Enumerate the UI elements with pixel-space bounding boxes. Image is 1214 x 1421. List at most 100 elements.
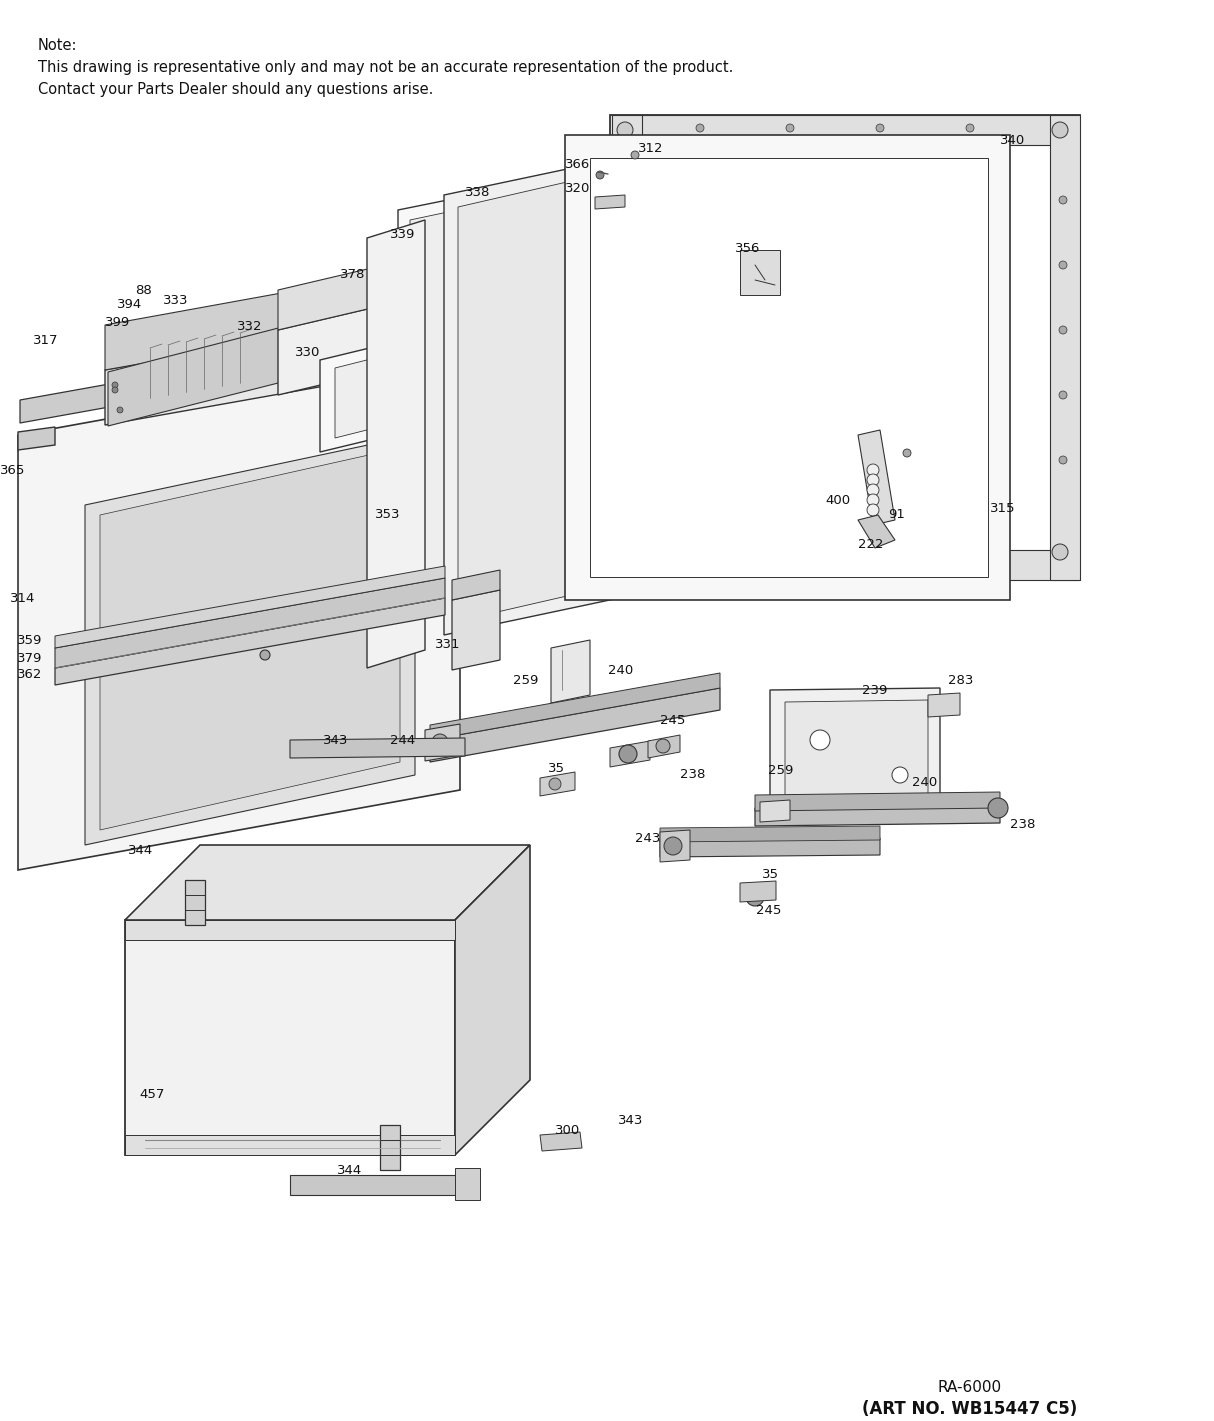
Circle shape [867,475,879,486]
Polygon shape [278,244,640,395]
Circle shape [867,504,879,516]
Circle shape [696,558,704,567]
Polygon shape [104,227,640,369]
Text: 320: 320 [565,182,590,195]
Circle shape [656,739,670,753]
Text: 343: 343 [323,733,348,746]
Polygon shape [100,448,399,830]
Bar [612,115,642,580]
Circle shape [617,544,632,560]
Circle shape [966,124,974,132]
Polygon shape [785,701,927,800]
Bar [350,330,390,352]
Circle shape [867,485,879,496]
Circle shape [1053,544,1068,560]
Circle shape [626,391,634,399]
Circle shape [745,888,764,907]
Text: 343: 343 [618,1114,643,1127]
Bar [305,355,375,372]
Text: 362: 362 [17,668,42,682]
Text: 283: 283 [948,674,974,686]
Polygon shape [290,1175,465,1195]
Text: 245: 245 [660,713,686,726]
Circle shape [785,124,794,132]
Polygon shape [55,578,446,668]
Polygon shape [565,135,1010,600]
Circle shape [617,122,632,138]
Polygon shape [648,735,680,757]
Circle shape [785,558,794,567]
Circle shape [626,325,634,334]
Circle shape [877,124,884,132]
Text: 344: 344 [337,1164,362,1177]
Polygon shape [85,435,415,845]
Text: 222: 222 [858,539,884,551]
Circle shape [966,558,974,567]
Polygon shape [452,570,500,600]
Text: 35: 35 [762,868,779,881]
Polygon shape [380,1125,399,1169]
Text: 457: 457 [140,1088,165,1101]
Polygon shape [660,826,880,843]
Polygon shape [410,161,693,608]
Text: 353: 353 [374,509,399,522]
Text: 314: 314 [10,591,35,604]
Text: RA-6000: RA-6000 [938,1380,1002,1395]
Circle shape [631,151,639,159]
Text: 359: 359 [17,634,42,647]
Polygon shape [18,426,55,450]
Text: 333: 333 [163,294,188,307]
Circle shape [1059,391,1067,399]
Text: 332: 332 [237,320,262,333]
Polygon shape [455,1168,480,1199]
Text: This drawing is representative only and may not be an accurate representation of: This drawing is representative only and … [38,60,733,75]
Text: 238: 238 [680,769,705,782]
Text: 259: 259 [768,763,794,776]
Circle shape [1059,261,1067,269]
Circle shape [1059,456,1067,465]
Polygon shape [430,674,720,740]
Circle shape [903,449,910,458]
Circle shape [112,387,118,394]
Polygon shape [55,566,446,648]
Polygon shape [595,195,625,209]
Text: 379: 379 [17,651,42,665]
Text: 245: 245 [756,904,782,917]
Text: 315: 315 [989,502,1015,514]
Bar [612,115,1078,145]
Polygon shape [755,806,1000,826]
Circle shape [432,735,448,750]
Polygon shape [125,845,531,919]
Circle shape [260,649,270,659]
Text: 238: 238 [1010,818,1036,831]
Bar [305,330,345,352]
Polygon shape [540,1133,582,1151]
Text: 400: 400 [824,493,850,506]
Polygon shape [927,693,960,718]
Polygon shape [590,158,988,577]
Text: 244: 244 [390,733,415,746]
Circle shape [1053,122,1068,138]
Text: 243: 243 [635,831,660,844]
Bar [612,550,1078,580]
Circle shape [626,261,634,269]
Bar [1050,115,1080,580]
Polygon shape [858,514,895,549]
Polygon shape [540,772,575,796]
Text: 331: 331 [435,638,460,651]
Polygon shape [755,791,1000,811]
Text: 91: 91 [887,509,904,522]
Polygon shape [125,1135,455,1155]
Circle shape [664,837,682,855]
Polygon shape [19,323,455,423]
Text: Contact your Parts Dealer should any questions arise.: Contact your Parts Dealer should any que… [38,82,433,97]
Circle shape [1059,325,1067,334]
Text: 340: 340 [1000,134,1026,146]
Polygon shape [55,598,446,685]
Text: 300: 300 [555,1124,580,1137]
Polygon shape [444,135,728,635]
Polygon shape [609,740,649,767]
Polygon shape [430,688,720,762]
Text: 240: 240 [608,664,634,676]
Text: 365: 365 [0,463,25,476]
